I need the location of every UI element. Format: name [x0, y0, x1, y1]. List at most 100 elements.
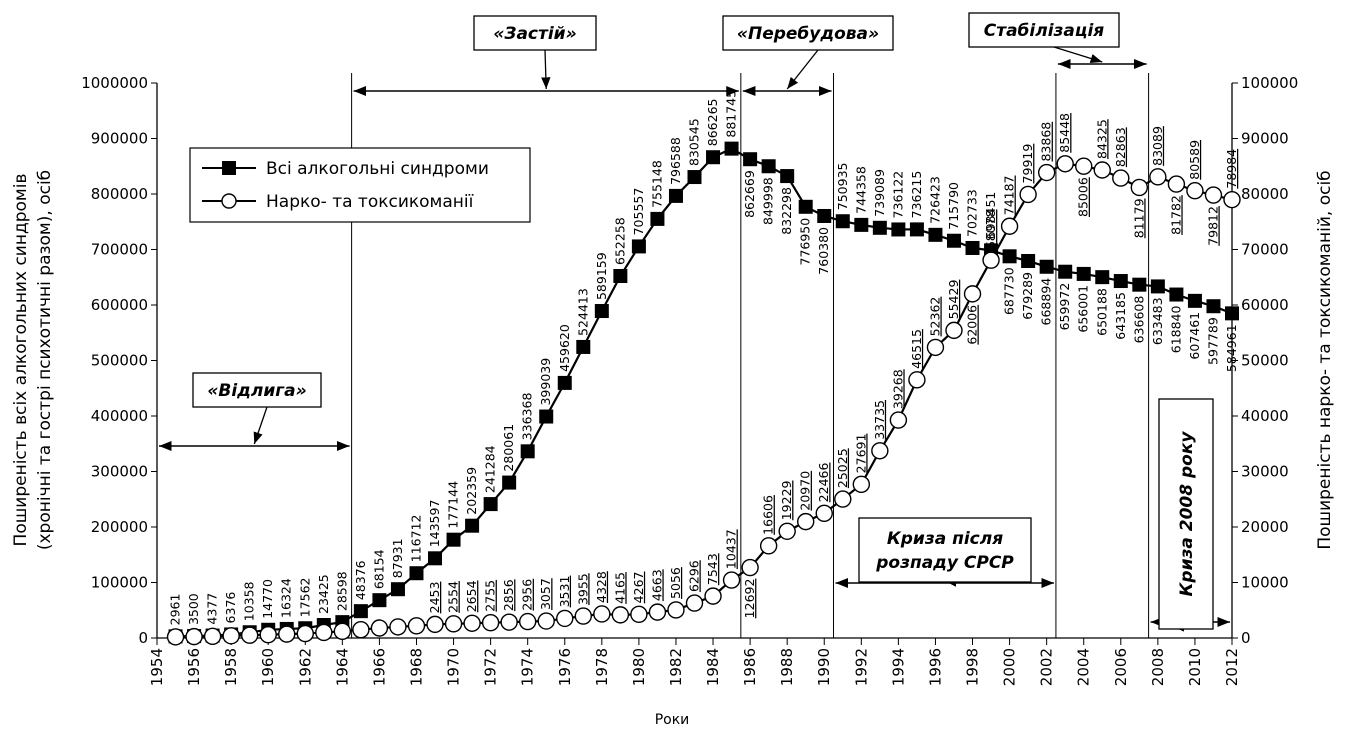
- point-marker: [854, 217, 869, 232]
- data-label: 74187: [1002, 175, 1017, 215]
- x-tick-label: 2002: [1038, 648, 1056, 686]
- point-marker: [1095, 270, 1110, 285]
- point-marker: [1058, 264, 1073, 279]
- data-label: 607461: [1187, 312, 1202, 360]
- data-label: 19229: [779, 480, 794, 520]
- data-label: 116712: [408, 515, 423, 563]
- point-marker: [1000, 217, 1019, 235]
- point-marker: [203, 627, 222, 646]
- y-tick-label: 500000: [91, 352, 148, 370]
- y-axis-label: (хронічні та гострі психотичні разом), о…: [35, 170, 55, 550]
- point-marker: [946, 233, 961, 248]
- data-label: 659972: [1057, 283, 1072, 331]
- period-label: розпаду СРСР: [875, 553, 1014, 573]
- x-tick-label: 1960: [259, 648, 277, 686]
- period-label: Криза 2008 року: [1177, 431, 1197, 597]
- point-marker: [1076, 266, 1091, 281]
- x-tick-label: 1974: [519, 648, 537, 686]
- data-label: 143597: [427, 500, 442, 548]
- x-tick-label: 1962: [296, 648, 314, 686]
- data-label: 3531: [557, 576, 572, 608]
- x-tick-label: 2006: [1112, 648, 1130, 686]
- legend-marker: [221, 193, 237, 209]
- y-axis-label: Поширеність всіх алкогольних синдромів: [11, 174, 31, 547]
- point-marker: [539, 409, 554, 424]
- point-marker: [687, 170, 702, 185]
- data-label: 78984: [1224, 149, 1239, 189]
- data-label: 79919: [1020, 144, 1035, 184]
- data-label: 280061: [501, 424, 516, 472]
- period-label: Криза після: [887, 529, 1003, 549]
- period-label-box: [858, 517, 1032, 583]
- data-label: 2961: [168, 594, 183, 626]
- x-tick-label: 2004: [1075, 648, 1093, 686]
- point-marker: [963, 285, 982, 303]
- series-line: [175, 147, 1233, 638]
- point-marker: [1223, 190, 1241, 209]
- point-marker: [631, 239, 646, 254]
- point-marker: [743, 152, 758, 167]
- x-tick-label: 1956: [185, 648, 203, 686]
- point-marker: [1149, 168, 1167, 186]
- data-label: 202359: [464, 467, 479, 515]
- point-marker: [761, 159, 776, 174]
- data-label: 862669: [742, 170, 757, 218]
- data-label: 68154: [371, 549, 386, 589]
- data-label: 5056: [668, 567, 683, 599]
- data-label: 698451: [983, 192, 998, 240]
- data-label: 3955: [575, 573, 590, 605]
- data-label: 10437: [724, 529, 739, 569]
- point-marker: [613, 268, 628, 283]
- period-label-box: [473, 15, 597, 51]
- data-label: 6376: [223, 592, 238, 624]
- y-tick-label: 300000: [91, 463, 148, 481]
- point-marker: [481, 614, 500, 632]
- point-marker: [428, 551, 443, 566]
- x-tick-label: 1982: [667, 648, 685, 686]
- data-label: 739089: [872, 169, 887, 217]
- data-label: 6296: [687, 560, 702, 592]
- point-marker: [1132, 277, 1147, 292]
- data-label: 633483: [1150, 297, 1165, 345]
- data-label: 687730: [1002, 267, 1017, 315]
- point-marker: [352, 620, 370, 639]
- data-label: 584961: [1224, 324, 1239, 372]
- data-label: 524413: [575, 288, 590, 336]
- data-label: 46515: [909, 329, 924, 369]
- point-marker: [722, 571, 741, 589]
- data-label: 4165: [612, 572, 627, 604]
- data-label: 4377: [205, 593, 220, 625]
- data-label: 2956: [520, 579, 535, 611]
- data-label: 2755: [483, 580, 498, 612]
- y2-tick-label: 50000: [1241, 352, 1289, 370]
- series-line: [175, 162, 1233, 638]
- point-marker: [1167, 175, 1186, 193]
- x-tick-label: 1990: [815, 648, 833, 686]
- point-marker: [372, 593, 387, 608]
- point-marker: [889, 411, 908, 429]
- point-marker: [1186, 182, 1204, 200]
- point-marker: [909, 222, 924, 237]
- x-tick-label: 1968: [407, 648, 425, 686]
- data-label: 755148: [649, 160, 664, 208]
- x-tick-label: 2008: [1149, 648, 1167, 686]
- data-label: 4267: [631, 572, 646, 604]
- point-marker: [1225, 306, 1239, 321]
- data-label: 39268: [890, 369, 905, 409]
- period-label: «Відлига»: [207, 381, 306, 401]
- point-marker: [650, 211, 665, 226]
- y2-axis-label: Поширеність нарко- та токсикоманій, осіб: [1315, 170, 1335, 549]
- data-label: 52362: [927, 297, 942, 337]
- point-marker: [185, 627, 203, 646]
- point-marker: [593, 605, 611, 623]
- data-label: 7543: [705, 553, 720, 585]
- point-marker: [1112, 169, 1130, 187]
- point-marker: [1021, 253, 1036, 268]
- y-tick-label: 900000: [91, 130, 148, 148]
- data-label: 668894: [1039, 278, 1054, 326]
- point-marker: [390, 582, 405, 597]
- y2-tick-label: 30000: [1241, 463, 1289, 481]
- period-label-box: [192, 372, 322, 408]
- point-marker: [537, 612, 555, 630]
